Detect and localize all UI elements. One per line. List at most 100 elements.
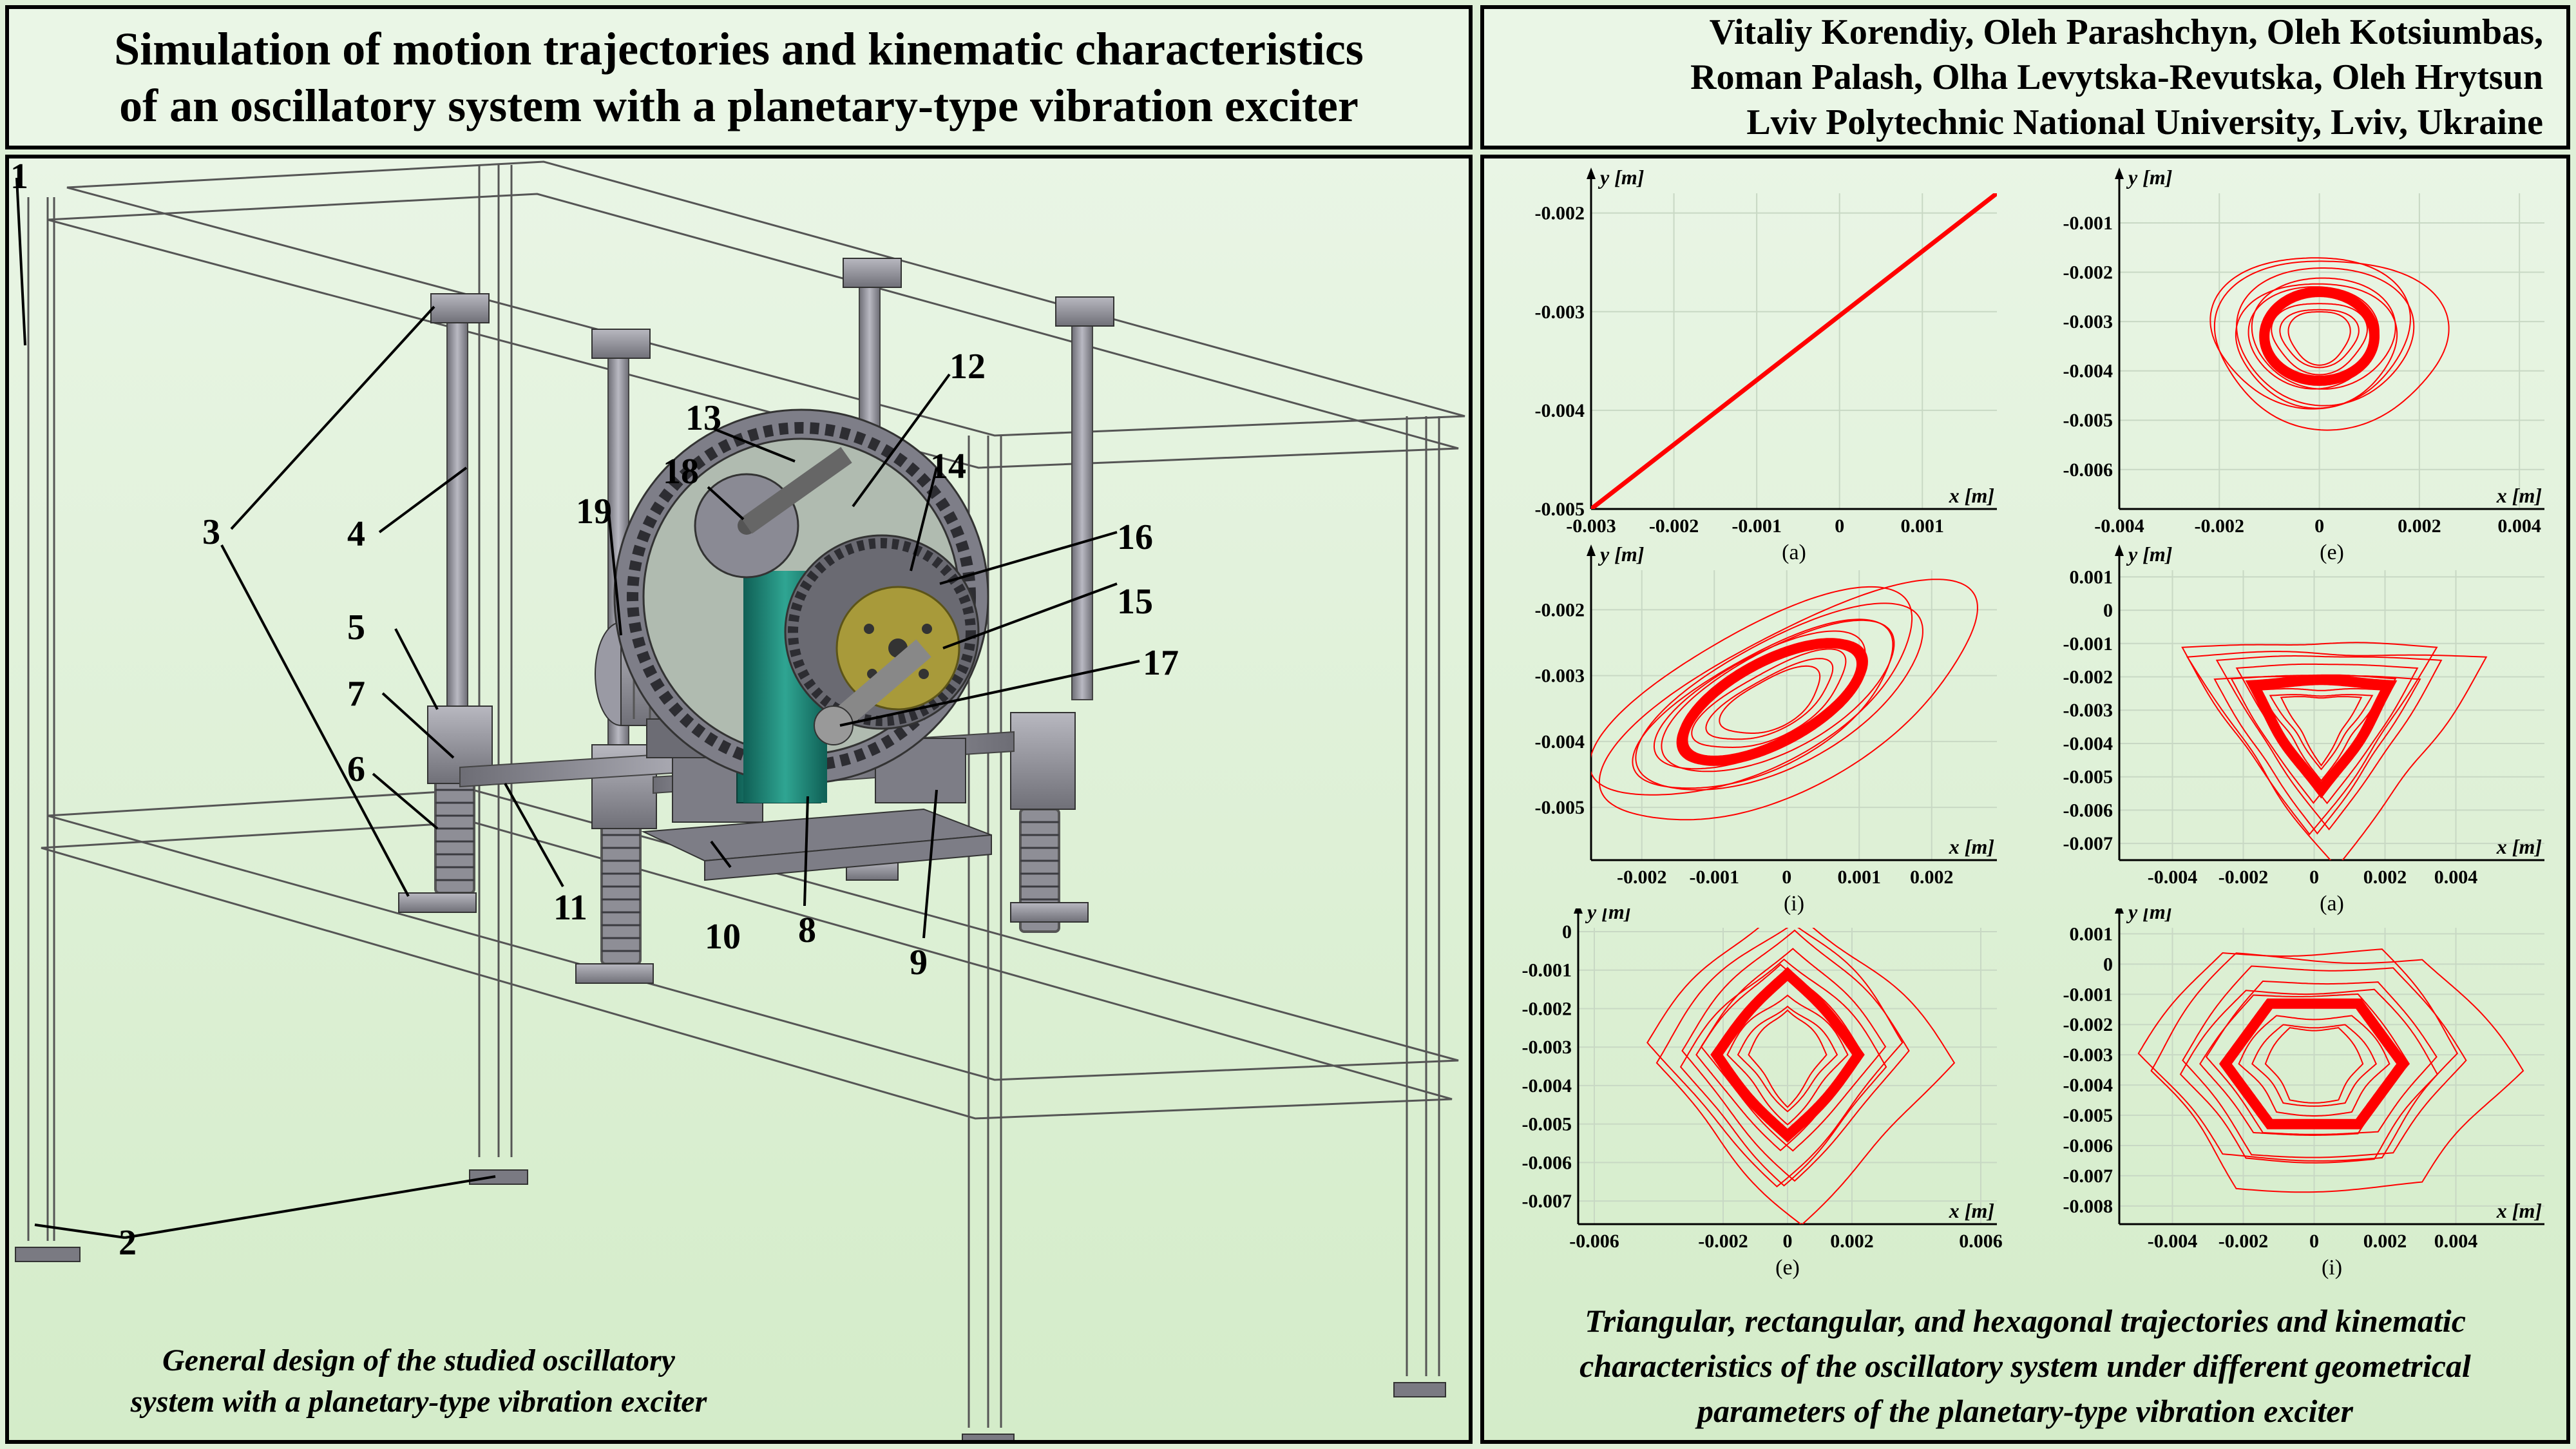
steady-state-trajectory [2219,998,2409,1129]
y-tick-label: 0 [1562,921,1572,943]
x-tick-label: 0.002 [1830,1231,1874,1252]
inner-loop [2258,687,2385,782]
y-tick-label: -0.005 [2063,767,2113,788]
y-axis-label: y [m] [2126,166,2172,189]
transient-loop [2235,283,2398,409]
callout-8: 8 [798,910,816,950]
y-tick-label: -0.005 [2063,1105,2113,1126]
callout-9: 9 [910,943,928,983]
design-panel: 1 2 3 4 5 6 7 8 9 10 11 12 13 14 15 16 1… [5,155,1473,1444]
trajectory-svg-4: -0.004 -0.002 0 0.002 0.004 0.001 0 -0.001 -0.00… [2063,542,2544,916]
trajectory-chart-6: -0.004 -0.002 0 0.002 0.004 0.001 0 -0.001 -0.00… [2023,908,2564,1295]
transient-loop [1646,928,1903,1188]
callout-12: 12 [949,347,986,387]
x-tick-label: 0.002 [2363,867,2407,888]
authors-line-2: Roman Palash, Olha Levytska-Revutska, Ol… [1690,57,2543,97]
x-tick-label: -0.002 [1698,1231,1748,1252]
y-tick-label: -0.003 [2063,1044,2113,1066]
transient-loop [1635,602,1923,791]
transient-loop [2236,267,2415,407]
y-tick-label: -0.004 [2063,361,2113,382]
trajectory-chart-2: -0.004 -0.002 0 0.002 0.004 -0.001 -0.002 -0.00… [2023,164,2564,577]
steady-state-edge [1676,638,1868,765]
y-tick-label: -0.006 [2063,800,2113,821]
x-axis-label: x [m] [1949,835,1994,858]
x-tick-label: 0.002 [2398,515,2441,537]
y-axis-arrow [2115,908,2124,914]
inner-loop [2264,1027,2364,1104]
y-tick-label: -0.003 [2063,311,2113,332]
transient-loop [1661,619,1895,772]
x-tick-label: 0.001 [1838,867,1882,888]
x-tick-label: 0 [2314,515,2324,537]
callout-3: 3 [202,512,220,552]
x-tick-label: 0.004 [2497,515,2541,537]
trajectories-caption: Triangular, rectangular, and hexagonal t… [1480,1298,2570,1434]
callout-16: 16 [1117,517,1153,557]
transient-loop [1655,928,1956,1224]
springs [434,776,1060,965]
callout-17: 17 [1143,643,1179,683]
trajectory-chart-4: -0.004 -0.002 0 0.002 0.004 0.001 0 -0.001 -0.00… [2023,541,2564,928]
y-axis-arrow [1587,168,1596,179]
y-axis-arrow [2115,544,2124,556]
y-tick-label: -0.001 [2063,633,2113,655]
transient-loop [2182,965,2467,1158]
y-tick-label: 0.001 [2070,923,2113,945]
title-line-2: of an oscillatory system with a planetar… [119,80,1359,131]
y-tick-label: -0.002 [1535,203,1585,224]
transient-loop [2215,655,2443,830]
y-tick-label: -0.006 [2063,1135,2113,1156]
trajectories-caption-line-3: parameters of the planetary-type vibrati… [1697,1393,2353,1429]
callout-19: 19 [576,492,612,532]
y-tick-label: -0.004 [1522,1075,1572,1097]
inner-loop [2271,303,2369,376]
transient-loop [1632,619,1894,789]
inner-loop [2280,696,2363,767]
inner-loop [2287,311,2351,366]
steady-state-edge [1711,968,1864,1142]
trajectory-group [2209,257,2450,431]
steady-state-edge [2247,677,2395,796]
y-tick-label: -0.007 [2063,833,2113,854]
x-tick-label: -0.006 [1569,1231,1619,1252]
y-axis-label: y [m] [1598,542,1644,566]
transient-loop [1591,586,1913,796]
y-tick-label: -0.006 [1522,1152,1572,1173]
title-line-1: Simulation of motion trajectories and ki… [114,23,1364,75]
inner-loop [1726,994,1849,1126]
x-tick-label: 0 [2309,867,2319,888]
leader-lines [15,177,1140,1239]
subfigure-label: (e) [2320,541,2344,564]
y-axis-label: y [m] [2126,908,2172,923]
y-tick-label: -0.002 [2063,667,2113,688]
y-tick-label: -0.006 [2063,459,2113,481]
trajectories-caption-line-2: characteristics of the oscillatory syste… [1579,1348,2471,1384]
steady-state-trajectory [2245,675,2398,799]
authors-line-1: Vitaliy Korendiy, Oleh Parashchyn, Oleh … [1709,12,2543,52]
x-axis-label: x [m] [1949,1199,1994,1222]
x-tick-label: 0.006 [1959,1231,2003,1252]
y-tick-label: -0.003 [2063,700,2113,721]
x-axis-label: x [m] [2496,1199,2542,1222]
x-tick-label: -0.002 [1617,867,1667,888]
x-tick-label: 0.001 [1901,515,1945,537]
x-tick-label: 0.002 [1910,867,1954,888]
frame-feet [15,1169,1446,1440]
transient-loop [2179,988,2439,1164]
transient-loop [2247,286,2380,390]
y-axis-label: y [m] [1598,166,1644,189]
inner-loop [1748,1009,1827,1108]
steady-state-edge [2260,288,2379,385]
y-tick-label: -0.001 [2063,213,2113,234]
x-tick-label: -0.004 [2148,867,2198,888]
callout-10: 10 [705,917,741,957]
transient-loop [2213,260,2450,431]
callout-2: 2 [119,1223,137,1263]
oscillatory-system-drawing [15,160,1465,1440]
callout-6: 6 [347,749,365,789]
y-axis-label: y [m] [2126,542,2172,566]
x-tick-label: 0.002 [2363,1231,2407,1252]
transient-loop [2181,642,2438,836]
steady-state-trajectory [1677,638,1867,766]
